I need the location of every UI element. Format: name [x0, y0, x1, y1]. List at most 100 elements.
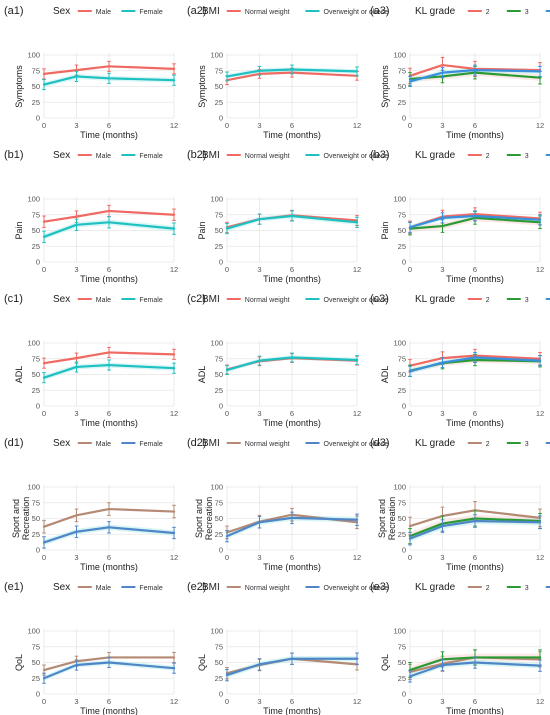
y-tick-label: 75	[398, 66, 406, 75]
y-tick-label: 75	[32, 66, 40, 75]
series-line	[43, 656, 174, 672]
data-point	[42, 525, 46, 528]
data-point	[42, 668, 46, 672]
series-line	[43, 661, 175, 680]
legend-title: BMI	[202, 438, 220, 449]
x-tick-label: 0	[42, 121, 46, 130]
series-line	[409, 519, 541, 540]
x-tick-label: 6	[107, 121, 111, 130]
legend-title: Sex	[53, 150, 70, 161]
panel-label: (d1)	[4, 437, 24, 449]
legend-label: 2	[486, 441, 490, 448]
y-tick-label: 25	[398, 98, 406, 107]
data-point	[355, 518, 359, 521]
series-line	[226, 356, 358, 372]
y-axis-title: QoL	[14, 654, 24, 671]
x-tick-label: 6	[473, 697, 477, 706]
y-axis-title: Pain	[380, 221, 390, 239]
data-point	[441, 216, 444, 220]
data-point	[258, 663, 261, 666]
chart-panel: (b3)KL grade234025507510003612Time (mont…	[370, 149, 550, 284]
series-line	[43, 75, 175, 86]
data-point	[107, 507, 111, 511]
data-point	[75, 365, 78, 369]
data-point	[473, 68, 477, 72]
data-point	[473, 356, 477, 359]
y-tick-label: 100	[27, 339, 40, 348]
y-axis-title: Pain	[197, 221, 207, 239]
y-tick-label: 100	[393, 339, 406, 348]
x-tick-label: 12	[536, 121, 544, 130]
legend-label: 3	[525, 297, 529, 304]
y-axis-title: Sport andRecreation	[194, 497, 214, 541]
y-tick-label: 50	[398, 82, 406, 91]
data-point	[172, 79, 176, 82]
panel-label: (a2)	[187, 5, 207, 17]
series-line	[409, 656, 540, 672]
x-tick-label: 12	[353, 409, 361, 418]
data-point	[290, 657, 294, 660]
x-tick-label: 3	[257, 265, 261, 274]
x-tick-label: 12	[536, 697, 544, 706]
y-tick-label: 0	[36, 546, 40, 555]
y-tick-label: 0	[402, 546, 406, 555]
y-tick-label: 75	[398, 354, 406, 363]
data-point	[42, 376, 46, 379]
x-tick-label: 0	[42, 553, 46, 562]
panel-label: (e1)	[4, 581, 24, 593]
x-tick-label: 3	[257, 121, 261, 130]
y-tick-label: 100	[27, 627, 40, 636]
x-axis-title: Time (months)	[446, 130, 504, 140]
data-point	[290, 214, 294, 218]
y-axis-title: Symptoms	[197, 65, 207, 108]
data-point	[538, 664, 542, 667]
data-point	[408, 80, 412, 83]
y-tick-label: 25	[32, 386, 40, 395]
series-line	[226, 71, 358, 82]
x-tick-label: 12	[170, 697, 178, 706]
data-point	[42, 220, 46, 223]
data-point	[42, 677, 46, 680]
x-axis-title: Time (months)	[80, 130, 138, 140]
data-point	[107, 209, 111, 213]
panel-label: (d2)	[187, 437, 207, 449]
chart-panel: (e1) Sex Male Female 0 25 50 75 100 0 3 6 12 Time (mo…	[4, 581, 178, 715]
x-tick-label: 12	[536, 265, 544, 274]
y-tick-label: 75	[215, 354, 223, 363]
chart-panel: (c1) Sex Male Female 0 25 50 75 100 0 3 6 12 Time (mo…	[4, 293, 178, 428]
x-tick-label: 0	[225, 265, 229, 274]
x-tick-label: 0	[225, 553, 229, 562]
y-tick-label: 100	[27, 51, 40, 60]
y-tick-label: 0	[402, 402, 406, 411]
data-point	[408, 537, 412, 540]
data-point	[107, 221, 111, 224]
y-tick-label: 100	[210, 483, 223, 492]
legend-label: Normal weight	[245, 9, 290, 16]
chart-panel: (a1) Sex Male Female 0 25 50 75 100 0 3 6 12 Time (mo…	[4, 5, 178, 140]
legend-label: 2	[486, 153, 490, 160]
data-point	[538, 76, 542, 79]
legend-label: Male	[96, 297, 111, 304]
x-tick-label: 0	[408, 553, 412, 562]
x-tick-label: 6	[107, 409, 111, 418]
x-axis-title: Time (months)	[80, 562, 138, 572]
y-tick-label: 75	[32, 498, 40, 507]
panel-label: (e2)	[187, 581, 207, 593]
y-tick-label: 0	[402, 690, 406, 699]
data-point	[290, 68, 294, 71]
x-tick-label: 6	[290, 121, 294, 130]
legend-label: Female	[139, 297, 162, 304]
y-axis-title: QoL	[380, 654, 390, 671]
series-line	[43, 221, 175, 238]
data-point	[107, 77, 111, 80]
y-tick-label: 25	[398, 674, 406, 683]
legend-label: Normal weight	[245, 153, 290, 160]
data-point	[441, 524, 444, 528]
series-line	[226, 68, 358, 78]
y-tick-label: 50	[215, 82, 223, 91]
panel-label: (c1)	[4, 293, 23, 305]
legend-label: Male	[96, 441, 111, 448]
y-tick-label: 0	[36, 258, 40, 267]
y-tick-label: 75	[398, 498, 406, 507]
